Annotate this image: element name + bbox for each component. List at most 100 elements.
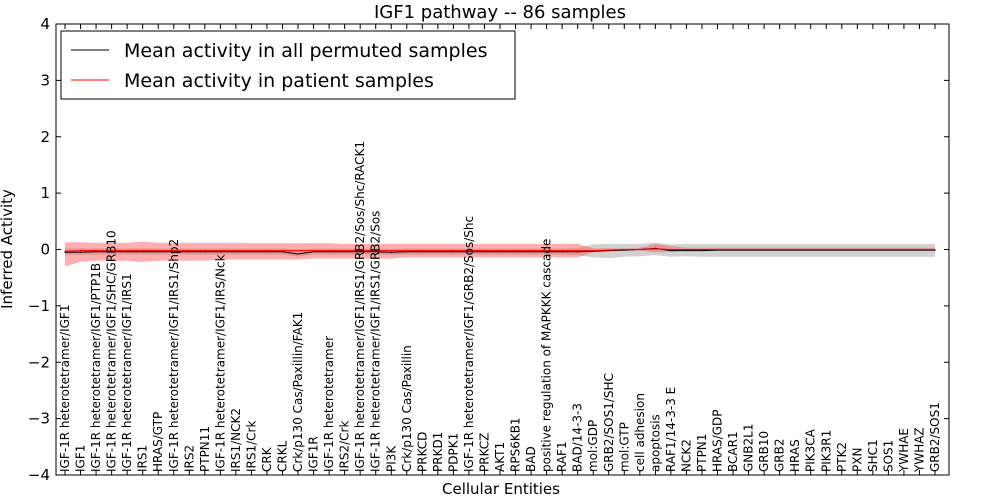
data-point-patient: [437, 250, 439, 252]
x-tick-label: IGF-1R heterotetramer: [322, 336, 336, 472]
y-axis-label: Inferred Activity: [0, 189, 16, 309]
data-point-patient: [111, 250, 113, 252]
data-point-patient: [872, 248, 874, 251]
data-point-patient: [701, 248, 703, 251]
data-point-permuted: [499, 251, 501, 253]
x-tick-label: PRKD1: [431, 432, 445, 472]
data-point-permuted: [514, 251, 517, 253]
data-point-patient: [732, 248, 734, 251]
data-point-patient: [716, 248, 719, 251]
data-point-patient: [685, 248, 688, 251]
plot-frame: [55, 23, 950, 476]
x-tick-label: IGF-1R heterotetramer/IGF1/SHC/GRB10: [105, 230, 119, 472]
y-tick-label: 0: [40, 241, 50, 259]
x-tick-label: BCAR1: [726, 431, 740, 472]
data-point-permuted: [126, 251, 128, 253]
data-point-permuted: [173, 251, 175, 253]
data-point-permuted: [452, 251, 454, 253]
x-tick-label: GRB2: [773, 438, 787, 472]
data-point-patient: [79, 250, 82, 252]
x-tick-label: HRAS/GDP: [711, 409, 725, 472]
data-point-permuted: [530, 251, 532, 253]
chart-title: IGF1 pathway -- 86 samples: [374, 2, 626, 23]
x-tick-label: PTPN11: [198, 426, 212, 472]
y-tick-label: −2: [28, 353, 50, 371]
x-tick-label: BAD: [524, 446, 538, 472]
x-tick-label: RAF1/14-3-3 E: [664, 387, 678, 472]
x-tick-label: IGF-1R heterotetramer/IGF1/IRS1/GRB2/Sos…: [353, 141, 367, 472]
data-point-permuted: [421, 251, 423, 253]
data-point-patient: [421, 250, 423, 252]
data-point-patient: [64, 250, 66, 252]
x-tick-label: positive regulation of MAPKKK cascade: [540, 239, 554, 472]
data-point-permuted: [235, 251, 237, 253]
data-point-permuted: [468, 251, 470, 253]
data-point-patient: [747, 248, 750, 251]
x-tick-label: HRAS: [788, 439, 802, 472]
data-point-permuted: [312, 251, 315, 253]
x-tick-label: IGF-1R heterotetramer/IGF1/IRS1/GRB2/Sos: [369, 211, 383, 472]
legend: Mean activity in all permuted samples Me…: [60, 30, 516, 100]
data-point-patient: [499, 250, 501, 252]
x-tick-label: Crk/p130 Cas/Paxillin/FAK1: [291, 312, 305, 472]
data-point-patient: [173, 250, 175, 252]
y-tick-label: −3: [28, 410, 50, 428]
x-tick-label: SOS1: [881, 440, 895, 472]
data-point-permuted: [219, 251, 221, 253]
data-point-patient: [344, 250, 346, 252]
x-tick-label: RAF1: [555, 441, 569, 472]
x-tick-label: IGF-1R heterotetramer/IGF1/PTP1B: [89, 263, 103, 472]
x-tick-label: mol:GTP: [617, 422, 631, 472]
x-tick-label: IGF-1R heterotetramer/IGF1/IRS/Nck: [213, 254, 227, 472]
x-tick-label: GNB2L1: [742, 424, 756, 472]
y-tick-label: −1: [28, 297, 50, 315]
x-tick-label: IRS2: [182, 445, 196, 472]
x-tick-label: PRKCD: [415, 432, 429, 472]
x-tick-label: IRS2/Crk: [338, 421, 352, 472]
y-tick-label: −4: [28, 466, 50, 484]
y-tick-label: 2: [40, 128, 50, 146]
data-point-patient: [654, 248, 656, 250]
data-point-patient: [297, 250, 299, 252]
x-tick-label: PI3K: [384, 445, 398, 472]
x-tick-label: PTK2: [835, 442, 849, 472]
data-point-patient: [856, 248, 858, 251]
x-tick-label: IGF-1R heterotetramer/IGF1/GRB2/Sos/Shc: [462, 216, 476, 472]
data-point-permuted: [561, 251, 563, 253]
x-tick-label: PXN: [850, 448, 864, 472]
x-tick-label: cell adhesion: [633, 393, 647, 472]
data-point-permuted: [701, 250, 703, 252]
x-axis-label: Cellular Entities: [442, 480, 560, 498]
x-tick-label: PDPK1: [446, 433, 460, 472]
data-point-patient: [903, 248, 905, 251]
x-tick-label: PRKCZ: [478, 433, 492, 472]
band-patient: [65, 241, 935, 267]
data-point-patient: [328, 250, 330, 252]
data-point-permuted: [281, 251, 284, 253]
data-point-patient: [623, 248, 625, 251]
x-tick-label: CRKL: [276, 440, 290, 472]
x-tick-label: IGF-1R heterotetramer/IGF1/IRS1: [120, 273, 134, 472]
data-point-permuted: [685, 250, 688, 252]
data-point-patient: [266, 250, 268, 252]
data-point-patient: [219, 250, 221, 252]
data-point-patient: [204, 250, 206, 252]
x-tick-label: IGF1: [74, 445, 88, 472]
x-tick-label: RPS6KB1: [509, 417, 523, 472]
x-tick-label: IGF1R: [307, 436, 321, 472]
data-point-patient: [887, 248, 889, 251]
x-tick-label: YWHAE: [897, 428, 911, 473]
series-lines: [64, 247, 936, 255]
data-point-permuted: [204, 251, 206, 253]
x-tick-label: IGF-1R heterotetramer/IGF1: [58, 305, 72, 472]
data-point-permuted: [375, 251, 377, 253]
x-tick-label: apoptosis: [648, 414, 662, 472]
data-point-patient: [639, 248, 641, 251]
x-tick-label: SHC1: [866, 439, 880, 472]
y-tick-label: 1: [40, 184, 50, 202]
data-point-permuted: [64, 251, 66, 253]
data-point-patient: [546, 250, 548, 252]
x-tick-label: IRS1: [136, 445, 150, 472]
data-point-permuted: [437, 251, 439, 253]
